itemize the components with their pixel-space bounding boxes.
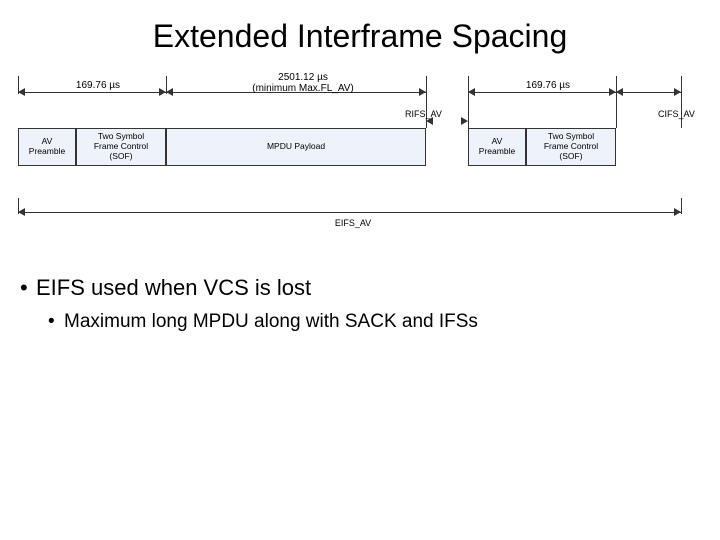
brace-2-label: 2501.12 µs(minimum Max.FL_AV) bbox=[248, 72, 358, 94]
bullet-1-text: EIFS used when VCS is lost bbox=[36, 275, 311, 300]
page-title: Extended Interframe Spacing bbox=[0, 0, 720, 55]
bullet-list: •EIFS used when VCS is lost •Maximum lon… bbox=[20, 275, 680, 333]
timing-diagram: 169.76 µs 2501.12 µs(minimum Max.FL_AV) … bbox=[18, 70, 702, 250]
seg-sof-2: Two SymbolFrame Control(SOF) bbox=[526, 128, 616, 166]
seg-av-preamble-2: AVPreamble bbox=[468, 128, 526, 166]
bullet-2-text: Maximum long MPDU along with SACK and IF… bbox=[64, 311, 478, 332]
bullet-1: •EIFS used when VCS is lost bbox=[20, 275, 680, 301]
eifs-label: EIFS_AV bbox=[318, 218, 388, 228]
eifs-dimension: EIFS_AV bbox=[18, 202, 702, 232]
seg-av-preamble-1: AVPreamble bbox=[18, 128, 76, 166]
cifs-label: CIFS_AV bbox=[658, 109, 695, 119]
frame-row: AVPreamble Two SymbolFrame Control(SOF) … bbox=[18, 128, 702, 166]
seg-sof-1: Two SymbolFrame Control(SOF) bbox=[76, 128, 166, 166]
brace-1-label: 169.76 µs bbox=[68, 80, 128, 91]
rifs-label: RIFS_AV bbox=[405, 109, 442, 119]
bullet-2: •Maximum long MPDU along with SACK and I… bbox=[48, 311, 680, 333]
brace-3-label: 169.76 µs bbox=[518, 80, 578, 91]
seg-mpdu-payload: MPDU Payload bbox=[166, 128, 426, 166]
